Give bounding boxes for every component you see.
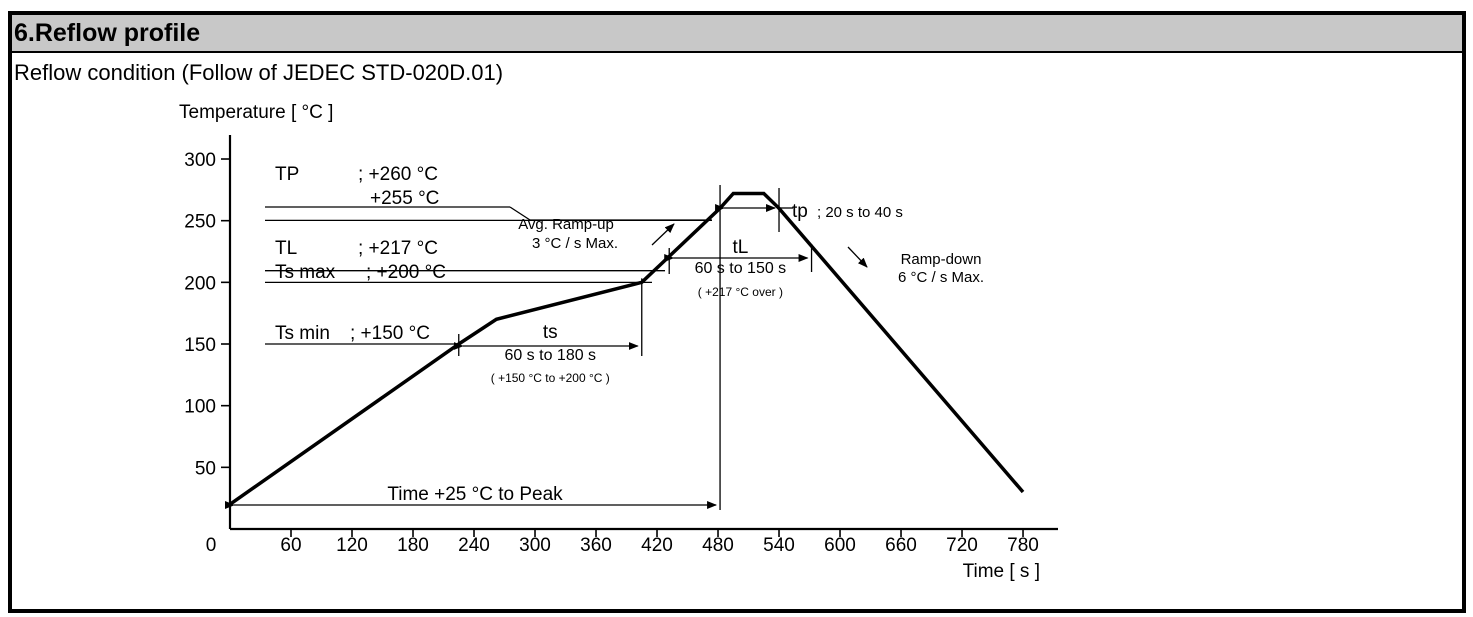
ramp-down-annotation-line1: Ramp-down [901, 251, 982, 268]
x-tick-label: 180 [397, 535, 429, 556]
reflow-profile-curve [228, 191, 1025, 506]
x-tick-label: 540 [763, 535, 795, 556]
ramp-down-annotation-line2: 6 °C / s Max. [898, 269, 984, 286]
tl-level-value: ; +217 °C [358, 238, 438, 259]
ramp-up-annotation-line1: Avg. Ramp-up [518, 216, 614, 233]
tp-level-name: TP [275, 164, 299, 185]
section-header: 6.Reflow profile [12, 15, 1462, 53]
x-tick-label: 600 [824, 535, 856, 556]
x-tick-label: 120 [336, 535, 368, 556]
x-tick-label: 420 [641, 535, 673, 556]
ts-max-level-value: ; +200 °C [366, 262, 446, 283]
time-to-peak-label: Time +25 °C to Peak [387, 484, 563, 505]
tl-level-name: TL [275, 238, 297, 259]
level-255-value: +255 °C [370, 188, 439, 209]
x-tick-label: 300 [519, 535, 551, 556]
section-title: 6.Reflow profile [14, 19, 201, 47]
tl-interval-name: tL [732, 237, 748, 258]
tl-interval-text: 60 s to 150 s [695, 260, 787, 277]
x-tick-label: 660 [885, 535, 917, 556]
tl-interval-note: ( +217 °C over ) [698, 285, 783, 299]
ts-interval-name: ts [543, 322, 558, 343]
ts-interval-text: 60 s to 180 s [504, 347, 596, 364]
y-axis-title: Temperature [ °C ] [179, 102, 333, 123]
ramp-down-arrow [847, 246, 868, 268]
tp-level-value: ; +260 °C [358, 164, 438, 185]
x-tick-label: 60 [280, 535, 301, 556]
ramp-up-annotation-line2: 3 °C / s Max. [532, 235, 618, 252]
tp-reference-line-step [509, 206, 531, 221]
x-tick-label: 780 [1007, 535, 1039, 556]
ts-interval-note: ( +150 °C to +200 °C ) [491, 371, 610, 385]
y-tick-label: 300 [184, 150, 216, 171]
section-subtitle: Reflow condition (Follow of JEDEC STD-02… [14, 60, 504, 85]
y-tick-label: 50 [195, 458, 216, 479]
x-tick-label: 240 [458, 535, 490, 556]
x-tick-label: 720 [946, 535, 978, 556]
y-tick-label: 150 [184, 335, 216, 356]
x-axis-title: Time [ s ] [963, 561, 1040, 582]
ts-max-level-name: Ts max [275, 262, 336, 283]
ramp-up-arrow [651, 223, 675, 246]
tp-interval-text: ; 20 s to 40 s [817, 204, 903, 221]
reflow-profile-panel: 6.Reflow profile Reflow condition (Follo… [8, 11, 1466, 613]
ts-min-level-value: ; +150 °C [350, 323, 430, 344]
x-tick-label: 360 [580, 535, 612, 556]
y-tick-label: 100 [184, 397, 216, 418]
tp-interval-name: tp [792, 201, 808, 222]
y-tick-label: 250 [184, 212, 216, 233]
ts-min-level-name: Ts min [275, 323, 330, 344]
y-tick-label: 200 [184, 273, 216, 294]
x-tick-label: 480 [702, 535, 734, 556]
x-origin-label: 0 [206, 535, 217, 556]
